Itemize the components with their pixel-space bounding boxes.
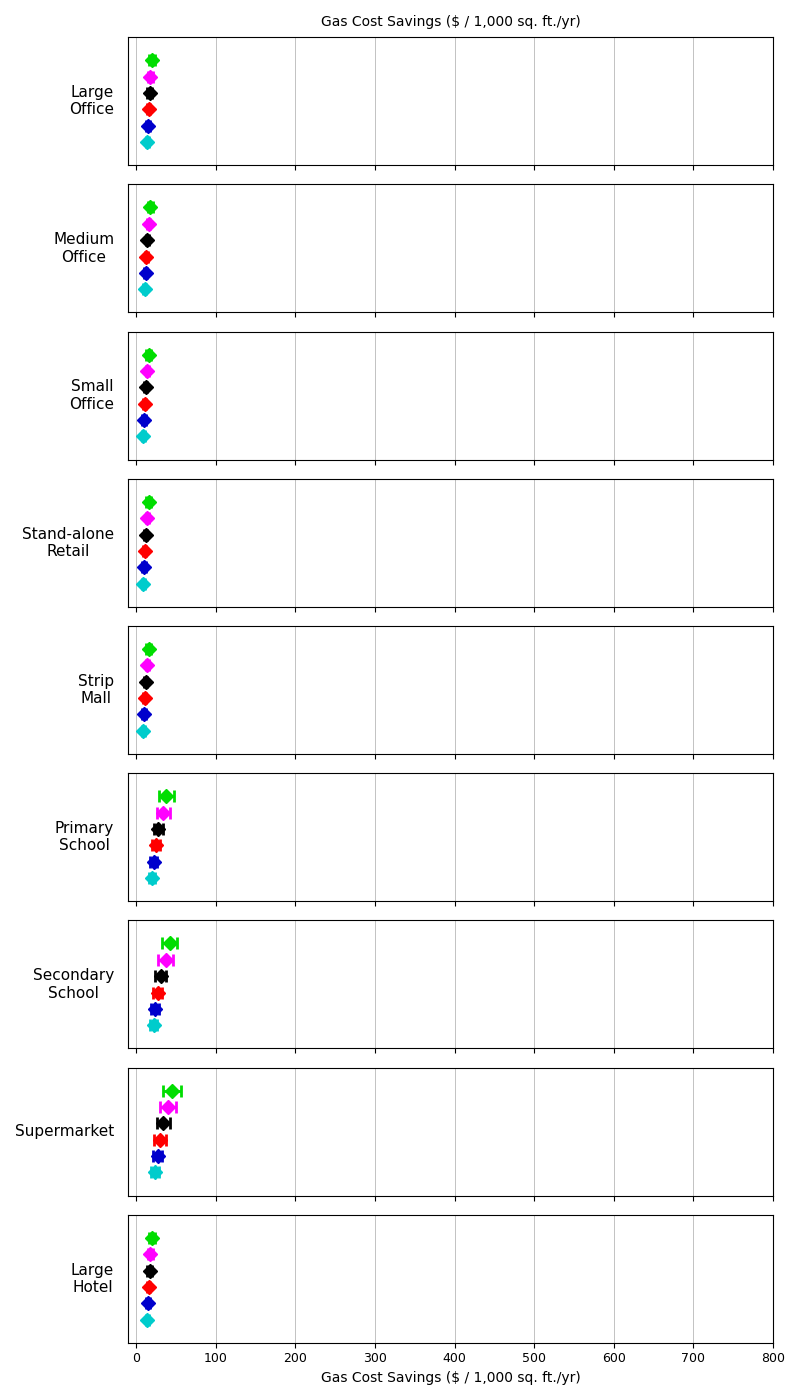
Y-axis label: Medium
Office: Medium Office xyxy=(53,232,114,265)
Y-axis label: Secondary
School: Secondary School xyxy=(33,969,114,1001)
Y-axis label: Primary
School: Primary School xyxy=(55,820,114,854)
Title: Gas Cost Savings ($ / 1,000 sq. ft./yr): Gas Cost Savings ($ / 1,000 sq. ft./yr) xyxy=(321,15,581,29)
Y-axis label: Stand-alone
Retail: Stand-alone Retail xyxy=(22,526,114,559)
X-axis label: Gas Cost Savings ($ / 1,000 sq. ft./yr): Gas Cost Savings ($ / 1,000 sq. ft./yr) xyxy=(321,1371,581,1385)
Y-axis label: Strip
Mall: Strip Mall xyxy=(78,673,114,706)
Y-axis label: Large
Office: Large Office xyxy=(70,85,114,118)
Y-axis label: Large
Hotel: Large Hotel xyxy=(71,1263,114,1295)
Y-axis label: Supermarket: Supermarket xyxy=(15,1124,114,1140)
Y-axis label: Small
Office: Small Office xyxy=(70,379,114,412)
